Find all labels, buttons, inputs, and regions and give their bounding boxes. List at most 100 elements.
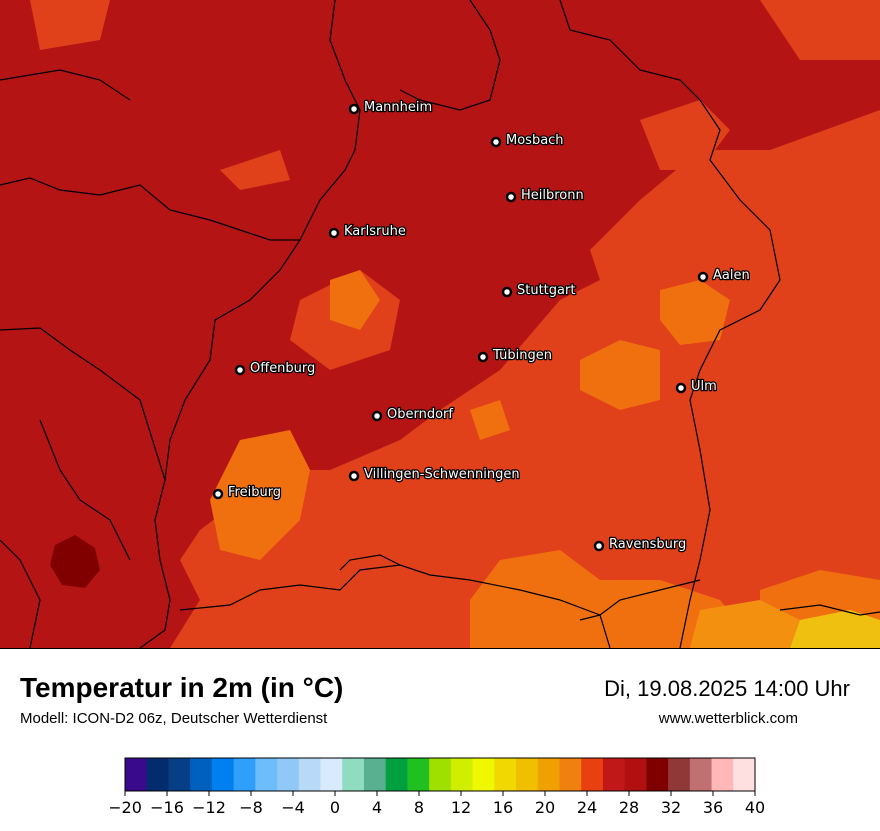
city-ravensburg[interactable]: Ravensburg [593, 536, 688, 553]
city-tuebingen[interactable]: Tübingen [477, 347, 553, 364]
legend-color-cell [559, 758, 582, 791]
city-label: Heilbronn [521, 188, 584, 203]
color-legend: −20 −16 −12 −8 −4 0 4 8 12 16 20 24 28 32 36 40 [108, 756, 770, 826]
country-borders [0, 0, 880, 648]
city-dot[interactable] [505, 191, 517, 203]
temperature-zone-30 [790, 610, 880, 648]
legend-tick-label: 4 [372, 798, 382, 817]
city-dot[interactable] [490, 136, 502, 148]
legend-svg: −20 −16 −12 −8 −4 0 4 8 12 16 20 24 28 32 36 40 [108, 757, 765, 817]
legend-color-cell [342, 758, 365, 791]
legend-color-cell [363, 758, 387, 791]
legend-color-cell [146, 758, 169, 791]
map-title: Temperatur in 2m (in °C) [20, 672, 344, 703]
city-label: Mosbach [506, 133, 564, 148]
city-offenburg[interactable]: Offenburg [234, 360, 317, 377]
legend-color-cell [581, 758, 604, 791]
legend-tick-marks [124, 791, 756, 796]
city-label: Ulm [691, 379, 717, 394]
city-dot[interactable] [371, 410, 383, 422]
city-oberndorf[interactable]: Oberndorf [371, 406, 455, 423]
city-dot[interactable] [234, 364, 246, 376]
city-label: Villingen-Schwenningen [364, 467, 520, 482]
city-villingen-schwenningen[interactable]: Villingen-Schwenningen [348, 466, 521, 483]
legend-color-cell [255, 758, 278, 791]
legend-color-cell [277, 758, 300, 791]
temperature-zone-24 [30, 0, 110, 50]
temperature-zone-26 [660, 280, 730, 345]
city-dot[interactable] [593, 540, 605, 552]
city-label: Mannheim [364, 100, 432, 115]
city-dot[interactable] [477, 351, 489, 363]
legend-tick-label: −20 [110, 798, 142, 817]
legend-color-cells [125, 758, 756, 791]
temperature-zone-24 [640, 100, 730, 170]
legend-color-cell [168, 758, 191, 791]
city-dot[interactable] [348, 103, 360, 115]
city-karlsruhe[interactable]: Karlsruhe [328, 223, 407, 240]
legend-tick-label: −12 [192, 798, 226, 817]
forecast-datetime: Di, 19.08.2025 14:00 Uhr [604, 676, 850, 701]
legend-color-cell [516, 758, 539, 791]
temperature-map[interactable]: Mannheim Mosbach Heilbronn Karlsruhe Aal… [0, 0, 880, 649]
temperature-zone-26 [470, 550, 760, 648]
legend-color-cell [429, 758, 452, 791]
legend-tick-labels: −20 −16 −12 −8 −4 0 4 8 12 16 20 24 28 32 36 40 [108, 798, 765, 817]
city-dot[interactable] [212, 488, 224, 500]
city-stuttgart[interactable]: Stuttgart [501, 282, 577, 299]
map-svg: Mannheim Mosbach Heilbronn Karlsruhe Aal… [0, 0, 880, 648]
legend-color-cell [494, 758, 517, 791]
city-label: Karlsruhe [344, 224, 406, 239]
city-dot[interactable] [675, 382, 687, 394]
legend-color-cell [407, 758, 430, 791]
city-label: Tübingen [492, 348, 552, 363]
legend-color-cell [298, 758, 322, 791]
city-dot[interactable] [697, 271, 709, 283]
city-dot[interactable] [501, 286, 513, 298]
city-ulm[interactable]: Ulm [675, 378, 718, 395]
city-label: Ravensburg [609, 537, 686, 552]
legend-tick-label: 40 [745, 798, 765, 817]
legend-tick-label: −8 [239, 798, 263, 817]
city-freiburg[interactable]: Freiburg [212, 484, 282, 501]
legend-frame [124, 757, 756, 792]
legend-tick-label: 32 [661, 798, 681, 817]
legend-tick-label: 0 [330, 798, 340, 817]
legend-color-cell [602, 758, 626, 791]
temperature-zone-26 [210, 430, 310, 560]
city-heilbronn[interactable]: Heilbronn [505, 187, 585, 204]
city-dot[interactable] [328, 227, 340, 239]
legend-color-cell [450, 758, 474, 791]
city-dot[interactable] [348, 470, 360, 482]
legend-color-cell [537, 758, 560, 791]
legend-color-cell [472, 758, 495, 791]
city-mannheim[interactable]: Mannheim [348, 99, 433, 116]
legend-color-cell [190, 758, 213, 791]
legend-tick-label: 8 [414, 798, 424, 817]
legend-color-cell [385, 758, 408, 791]
temperature-zone-28 [690, 600, 800, 648]
city-label: Stuttgart [517, 283, 575, 298]
city-label: Oberndorf [387, 407, 453, 422]
legend-tick-label: 36 [703, 798, 723, 817]
legend-color-cell [624, 758, 647, 791]
website-link[interactable]: www.wetterblick.com [658, 710, 798, 727]
temperature-zone-26 [330, 270, 380, 330]
city-mosbach[interactable]: Mosbach [490, 132, 565, 149]
city-aalen[interactable]: Aalen [697, 267, 751, 284]
legend-color-cell [646, 758, 669, 791]
city-label: Aalen [713, 268, 750, 283]
legend-color-cell [733, 758, 756, 791]
temperature-zone-24 [220, 150, 290, 190]
legend-color-cell [689, 758, 713, 791]
temperature-zone-26 [580, 340, 660, 410]
legend-color-cell [668, 758, 691, 791]
legend-tick-label: 16 [493, 798, 513, 817]
city-label: Offenburg [250, 361, 315, 376]
legend-tick-label: 28 [619, 798, 639, 817]
temperature-zone-cool [50, 535, 100, 588]
temperature-zone-24 [760, 0, 880, 60]
city-label: Freiburg [228, 485, 281, 500]
model-subtitle: Modell: ICON-D2 06z, Deutscher Wetterdie… [20, 710, 328, 727]
city-markers: Mannheim Mosbach Heilbronn Karlsruhe Aal… [212, 99, 751, 553]
